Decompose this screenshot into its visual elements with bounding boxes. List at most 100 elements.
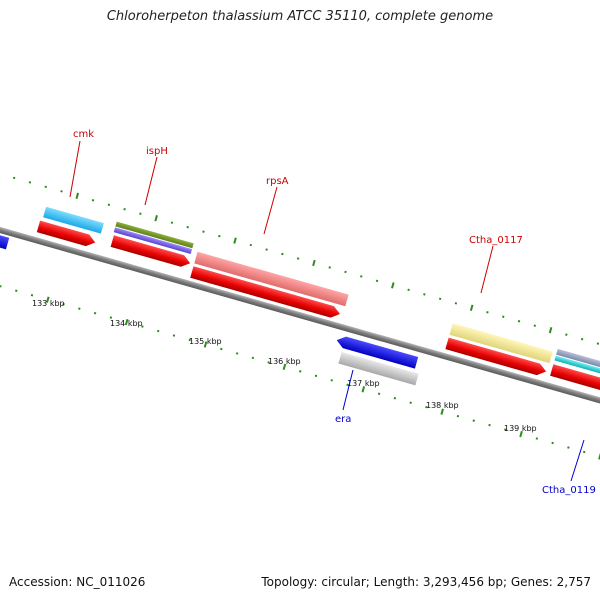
inner-tick-minor xyxy=(93,311,97,315)
inner-tick-major xyxy=(203,341,208,348)
inner-tick-major xyxy=(440,408,444,415)
outer-tick-minor xyxy=(454,302,458,305)
feature-era[interactable] xyxy=(338,351,419,386)
cds-ctha0117[interactable] xyxy=(445,337,547,378)
diagram-title: Chloroherpeton thalassium ATCC 35110, co… xyxy=(106,9,494,24)
outer-tick-minor xyxy=(296,257,300,260)
inner-tick-row xyxy=(0,285,600,460)
inner-tick-minor xyxy=(267,361,270,364)
feature-next-misc[interactable] xyxy=(556,348,600,377)
outer-tick-row xyxy=(0,170,600,345)
genome-backbone xyxy=(0,221,600,408)
outer-tick-minor xyxy=(344,270,347,274)
outer-tick-minor xyxy=(423,293,426,296)
leader-line-ctha0119 xyxy=(570,439,585,482)
inner-tick-major xyxy=(45,296,50,303)
feature-rpsa[interactable] xyxy=(194,251,349,307)
inner-tick-major xyxy=(282,363,287,371)
outer-tick-minor xyxy=(218,234,221,238)
inner-tick-minor xyxy=(488,423,491,427)
outer-tick-minor xyxy=(265,248,268,251)
outer-tick-minor xyxy=(186,225,189,229)
cds-rpsa[interactable] xyxy=(190,266,341,320)
inner-tick-minor xyxy=(220,347,223,351)
inner-tick-minor xyxy=(314,374,318,378)
leader-line-rpsa xyxy=(263,186,278,235)
feature-next[interactable] xyxy=(554,355,600,383)
inner-tick-minor xyxy=(62,302,65,306)
outer-tick-minor xyxy=(438,297,442,301)
outer-tick-minor xyxy=(486,311,489,314)
gene-label-isph: ispH xyxy=(146,146,168,157)
feature-isph[interactable] xyxy=(113,227,193,254)
kbp-label-135: 135 kbp xyxy=(189,337,222,346)
outer-tick-minor xyxy=(139,212,142,215)
outer-tick-major xyxy=(312,259,316,267)
leader-line-isph xyxy=(144,156,158,206)
gene-label-era: era xyxy=(335,414,351,425)
outer-tick-minor xyxy=(28,181,32,184)
outer-tick-major xyxy=(233,237,237,244)
inner-tick-minor xyxy=(425,405,428,409)
feature-cmk[interactable] xyxy=(43,206,104,234)
inner-tick-major xyxy=(124,318,129,326)
leader-line-era xyxy=(342,369,354,411)
gene-label-ctha0119: Ctha_0119 xyxy=(542,485,596,496)
inner-tick-minor xyxy=(456,414,460,418)
cds-next[interactable] xyxy=(550,364,600,396)
inner-tick-major xyxy=(361,386,366,393)
outer-tick-minor xyxy=(328,266,331,269)
cds-isph[interactable] xyxy=(110,235,192,269)
outer-tick-minor xyxy=(170,221,174,224)
kbp-label-134: 134 kbp xyxy=(110,319,143,328)
inner-tick-minor xyxy=(346,383,349,387)
outer-tick-major xyxy=(391,282,395,289)
inner-tick-minor xyxy=(504,428,507,431)
outer-tick-minor xyxy=(44,185,47,189)
gene-label-ctha0117: Ctha_0117 xyxy=(469,235,523,246)
feature-ctha0117[interactable] xyxy=(449,323,553,364)
kbp-label-133: 133 kbp xyxy=(32,299,65,308)
inner-tick-minor xyxy=(78,307,81,310)
inner-tick-minor xyxy=(109,316,113,319)
genome-strip xyxy=(0,170,600,460)
outer-tick-minor xyxy=(12,176,16,180)
outer-tick-minor xyxy=(60,190,63,193)
inner-tick-minor xyxy=(298,370,302,373)
leader-line-cmk xyxy=(69,140,81,198)
inner-tick-minor xyxy=(235,352,239,355)
inner-tick-minor xyxy=(251,356,255,360)
inner-tick-minor xyxy=(188,338,192,342)
outer-tick-major xyxy=(469,304,474,311)
cds-cmk[interactable] xyxy=(36,220,97,249)
outer-tick-minor xyxy=(375,279,379,283)
outer-tick-minor xyxy=(91,199,95,202)
leader-line-ctha0117 xyxy=(480,245,494,294)
kbp-label-139: 139 kbp xyxy=(504,424,537,433)
outer-tick-minor xyxy=(517,319,521,323)
outer-tick-minor xyxy=(596,342,600,345)
inner-tick-major xyxy=(519,430,523,438)
inner-tick-minor xyxy=(535,437,539,440)
feature-isph-misc[interactable] xyxy=(115,221,194,249)
cds-era[interactable] xyxy=(335,334,419,369)
outer-tick-major xyxy=(548,327,553,334)
outer-tick-minor xyxy=(533,324,537,327)
inner-tick-minor xyxy=(330,379,333,382)
inner-tick-minor xyxy=(377,392,381,395)
inner-tick-minor xyxy=(472,419,475,422)
outer-tick-minor xyxy=(249,243,253,247)
cds-previous-reverse[interactable] xyxy=(0,229,10,250)
inner-tick-minor xyxy=(156,329,160,333)
inner-tick-minor xyxy=(172,334,176,337)
outer-tick-minor xyxy=(565,333,568,336)
inner-tick-minor xyxy=(551,441,554,445)
inner-tick-minor xyxy=(14,289,18,292)
inner-tick-minor xyxy=(567,446,570,449)
outer-tick-major xyxy=(154,215,158,222)
inner-tick-minor xyxy=(393,397,397,400)
kbp-label-136: 136 kbp xyxy=(268,357,301,366)
outer-tick-major xyxy=(75,192,80,199)
inner-tick-minor xyxy=(582,450,586,454)
